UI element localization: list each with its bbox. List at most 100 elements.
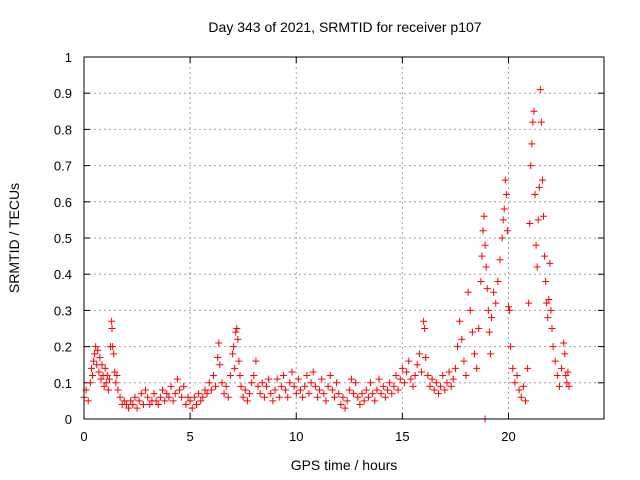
data-point [532,241,540,249]
data-point [381,393,389,401]
data-point [229,350,237,358]
data-point [294,375,302,383]
data-point [504,303,512,311]
data-point [451,364,459,372]
data-point [176,386,184,394]
data-point [102,379,110,387]
data-point [417,368,425,376]
data-point [507,343,515,351]
data-point [199,393,207,401]
data-point [535,183,543,191]
data-point [184,393,192,401]
data-point [468,328,476,336]
data-point [558,364,566,372]
data-point [197,397,205,405]
data-point [236,372,244,380]
data-point [96,353,104,361]
y-axis-label: SRMTID / TECUs [6,183,22,293]
data-point [462,372,470,380]
data-point [424,372,432,380]
data-point [241,386,249,394]
data-point [478,252,486,260]
x-tick-label: 10 [289,429,303,444]
data-point [537,118,545,126]
data-point [494,277,502,285]
data-point [231,364,239,372]
tick-layer: 0 5 10 15 20 0 0.1 0.2 0.3 0.4 0.5 0.6 0.7 0.8 0.9 1 [54,50,604,444]
data-point [127,397,135,405]
data-point [290,382,298,390]
data-point [358,390,366,398]
data-point [84,397,92,405]
data-point [165,393,173,401]
data-point [318,375,326,383]
data-point [114,386,122,394]
data-point [337,401,345,409]
data-point [533,263,541,271]
data-point [305,390,313,398]
data-point [400,379,408,387]
data-point [488,314,496,322]
data-point [180,382,188,390]
data-point [233,325,241,332]
data-point [195,390,203,398]
y-tick-label: 0.4 [54,267,72,282]
data-point [296,386,304,394]
data-point [269,397,277,405]
data-point [511,379,519,387]
data-point [178,393,186,401]
data-point [481,241,489,249]
data-point [506,306,514,314]
data-point [420,317,428,325]
data-point [309,368,317,376]
data-point [527,162,535,170]
data-point [237,382,245,390]
x-tick-label: 5 [187,429,194,444]
data-point [260,393,268,401]
data-point [112,379,120,387]
data-point [205,379,213,387]
data-point [538,176,546,184]
data-point [216,361,224,369]
data-point [536,86,544,94]
data-point [456,317,464,325]
data-point [388,390,396,398]
data-point [235,357,243,365]
x-tick-label: 20 [501,429,515,444]
data-point [364,393,372,401]
y-tick-label: 0.5 [54,231,72,246]
data-point [122,401,130,409]
data-point [375,375,383,383]
data-point [142,386,150,394]
data-point [87,364,95,372]
data-point [218,379,226,387]
data-point [215,339,223,347]
data-point [447,382,455,390]
data-point [515,386,523,394]
data-point [377,390,385,398]
data-point [137,390,145,398]
data-point [154,401,162,409]
data-point [167,382,175,390]
x-tick-label: 0 [80,429,87,444]
data-point [129,401,137,409]
data-point [144,393,152,401]
data-point [403,368,411,376]
data-point [146,401,154,409]
data-point [267,390,275,398]
data-point [565,382,573,390]
data-point [108,317,116,325]
data-point [273,375,281,383]
data-point [434,390,442,398]
data-point [139,401,147,409]
data-point [226,372,234,380]
data-point [555,382,563,390]
data-point [316,386,324,394]
data-point [490,288,498,296]
data-point [311,382,319,390]
data-point [116,393,124,401]
data-point [263,382,271,390]
data-point [203,390,211,398]
data-point [113,372,121,380]
data-point [156,393,164,401]
